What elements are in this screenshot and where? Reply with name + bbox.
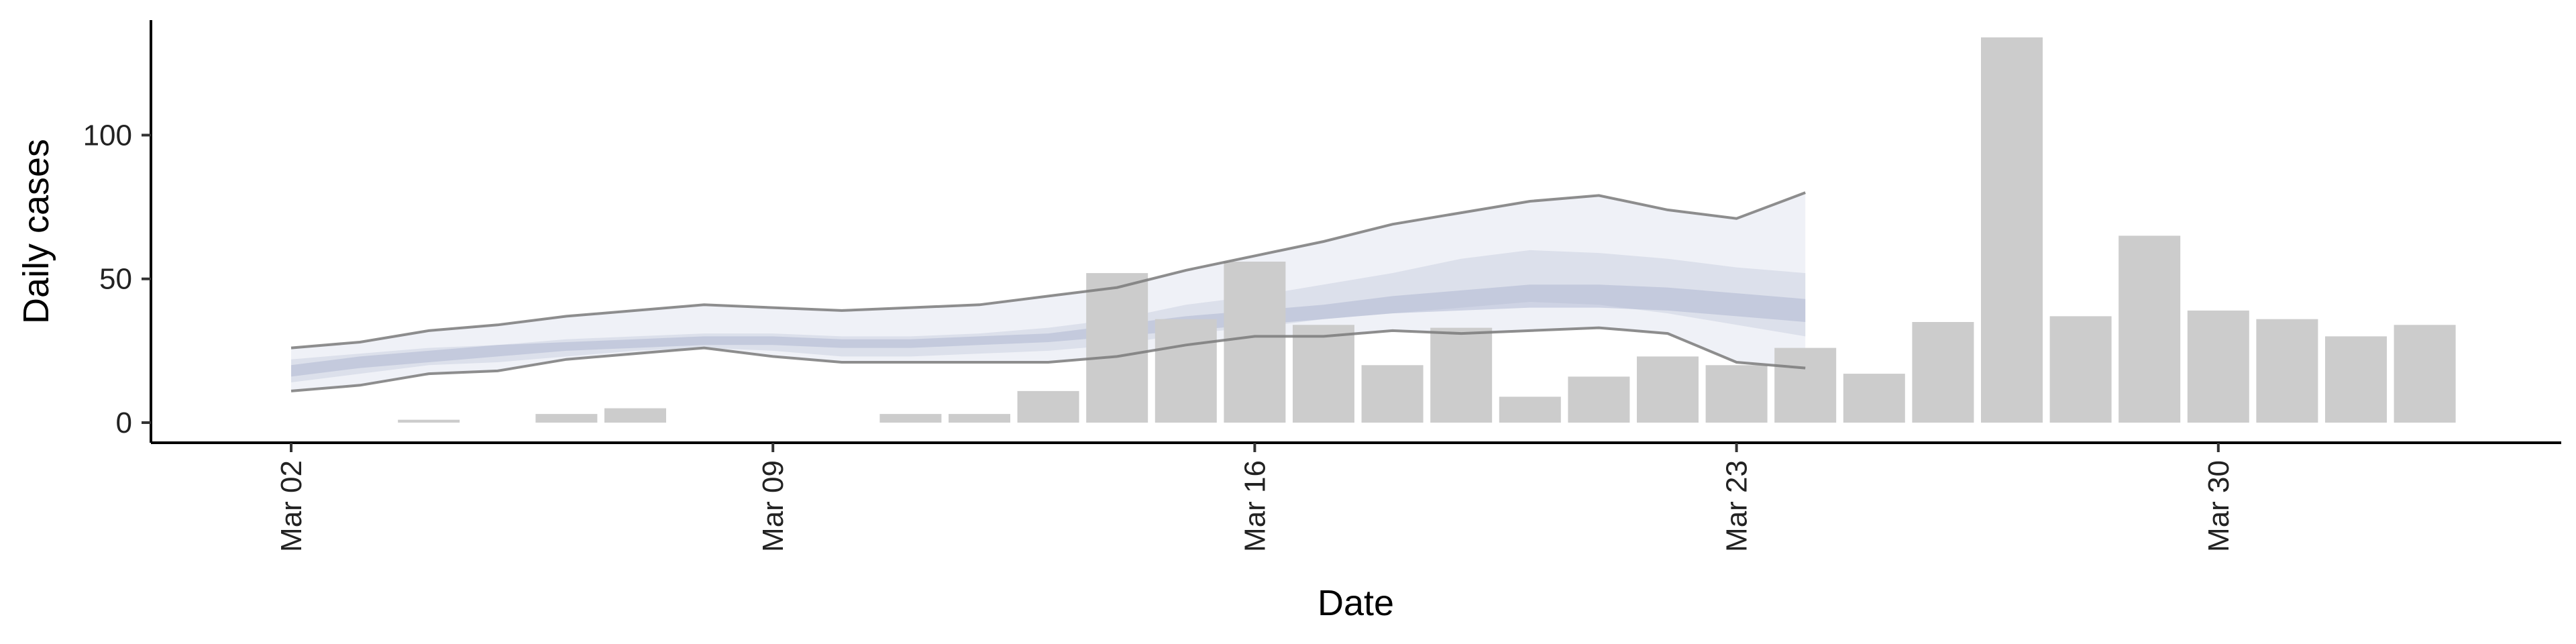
bar-2020-03-04 bbox=[398, 419, 460, 423]
estimate-band-inner bbox=[291, 284, 1806, 377]
x-tick-label-2020-03-30: Mar 30 bbox=[2202, 460, 2235, 552]
bar-2020-03-18 bbox=[1361, 365, 1424, 423]
estimate-bands bbox=[291, 193, 1806, 391]
bar-2020-03-16 bbox=[1224, 262, 1286, 423]
bar-2020-03-30 bbox=[2187, 310, 2249, 423]
bar-2020-03-28 bbox=[2049, 316, 2112, 423]
x-ticks: Mar 02 Mar 09 Mar 16 Mar 23 Mar 30 bbox=[275, 443, 2235, 552]
bar-2020-03-29 bbox=[2118, 235, 2181, 423]
bar-2020-03-25 bbox=[1843, 374, 1905, 423]
bar-2020-03-13 bbox=[1017, 390, 1079, 423]
x-axis-title: Date bbox=[1318, 583, 1394, 623]
estimate-bound-lines bbox=[290, 191, 1806, 392]
bar-2020-03-19 bbox=[1430, 327, 1493, 423]
bar-2020-04-01 bbox=[2325, 336, 2387, 423]
bar-2020-03-11 bbox=[879, 414, 942, 423]
y-tick-label-50: 50 bbox=[99, 263, 132, 296]
lower-bound-line bbox=[290, 326, 1806, 392]
estimate-band-mid bbox=[291, 250, 1806, 382]
case-bars bbox=[398, 37, 2456, 423]
x-tick-label-2020-03-02: Mar 02 bbox=[275, 460, 308, 552]
bar-2020-04-02 bbox=[2394, 325, 2456, 423]
y-tick-label-100: 100 bbox=[83, 119, 132, 152]
bar-2020-03-20 bbox=[1499, 396, 1561, 423]
bar-2020-03-14 bbox=[1086, 273, 1148, 423]
upper-bound-line bbox=[290, 191, 1806, 350]
x-tick-label-2020-03-23: Mar 23 bbox=[1721, 460, 1754, 552]
x-tick-label-2020-03-09: Mar 09 bbox=[757, 460, 790, 552]
bar-2020-03-27 bbox=[1981, 37, 2043, 423]
y-tick-label-0: 0 bbox=[116, 407, 132, 439]
bar-2020-03-12 bbox=[949, 414, 1010, 423]
y-ticks: 0 50 100 bbox=[83, 119, 151, 439]
y-axis-title: Daily cases bbox=[16, 139, 56, 324]
bar-2020-03-24 bbox=[1774, 347, 1837, 423]
bar-2020-03-22 bbox=[1637, 356, 1699, 423]
bar-2020-03-26 bbox=[1912, 322, 1974, 423]
bar-2020-03-15 bbox=[1155, 319, 1217, 423]
bar-2020-03-31 bbox=[2256, 319, 2318, 423]
bar-2020-03-21 bbox=[1568, 376, 1630, 423]
axes bbox=[150, 20, 2561, 444]
bar-2020-03-06 bbox=[535, 414, 598, 423]
bar-2020-03-17 bbox=[1293, 325, 1354, 423]
bar-2020-03-23 bbox=[1705, 365, 1768, 423]
x-tick-label-2020-03-16: Mar 16 bbox=[1238, 460, 1271, 552]
bar-2020-03-07 bbox=[604, 408, 666, 423]
